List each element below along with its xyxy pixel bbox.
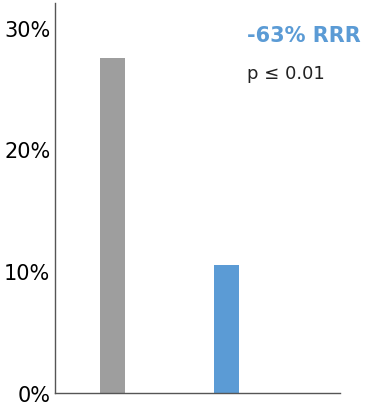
Bar: [100, 59, 125, 393]
Bar: [214, 265, 239, 393]
Text: p ≤ 0.01: p ≤ 0.01: [246, 65, 324, 83]
Text: -63% RRR: -63% RRR: [246, 26, 360, 46]
